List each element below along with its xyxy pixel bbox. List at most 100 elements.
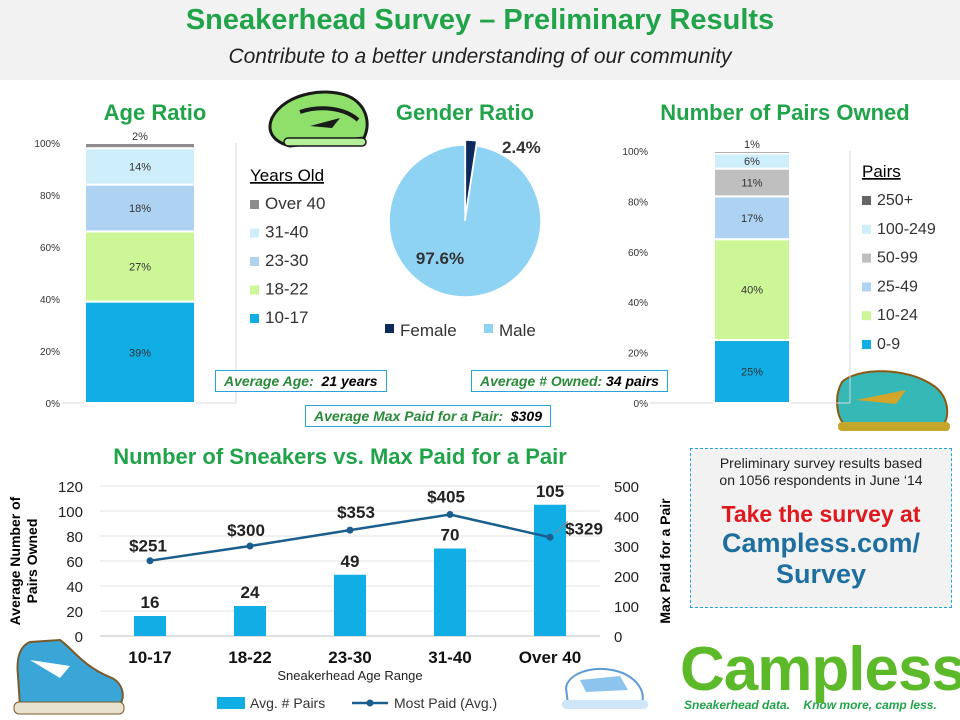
average-max-paid-box: Average Max Paid for a Pair: $309 (305, 405, 552, 427)
combo-line-point (346, 526, 354, 534)
age-y-tick: 20% (40, 347, 60, 358)
header-band (0, 0, 960, 80)
combo-line-label-leader (553, 520, 569, 535)
pairs-legend-item: 25-49 (877, 278, 918, 295)
campless-logo-wordmark: Campless (680, 635, 960, 704)
pairs-legend-swatch (862, 311, 871, 321)
combo-y-tick: 120 (58, 479, 83, 496)
combo-x-tick: 31-40 (428, 648, 471, 667)
age-y-tick: 40% (40, 295, 60, 306)
campless-tagline-2: Know more, camp less. (803, 698, 937, 712)
pairs-segment-label: 40% (741, 285, 763, 297)
combo-line-point (146, 557, 154, 565)
combo-legend-line: Most Paid (Avg.) (394, 695, 497, 711)
pairs-segment-25-49 (713, 195, 791, 241)
combo-y-tick: 80 (66, 529, 83, 546)
sneaker-white-blue-image (562, 668, 648, 709)
average-age-value: 21 years (321, 373, 378, 389)
gender-female-pct: 2.4% (502, 138, 541, 157)
combo-y-axis-label: Average Number ofPairs Owned (7, 496, 40, 625)
combo-y-tick: 60 (66, 554, 83, 571)
pairs-y-tick: 20% (628, 349, 648, 360)
pairs-legend-swatch (862, 196, 871, 205)
combo-legend-bars: Avg. # Pairs (250, 695, 325, 711)
pairs-segment-label: 6% (744, 156, 760, 168)
age-legend-item: 18-22 (265, 280, 308, 299)
average-owned-label: Average # Owned: (480, 373, 603, 389)
combo-line-label: $300 (227, 521, 265, 540)
pairs-owned-title: Number of Pairs Owned (660, 100, 910, 125)
combo-bar-18-22 (234, 606, 266, 636)
combo-y2-tick: 100 (614, 599, 639, 616)
campless-logo: Campless Sneakerhead data. Know more, ca… (680, 635, 960, 720)
combo-chart-title: Number of Sneakers vs. Max Paid for a Pa… (113, 444, 567, 469)
combo-bar-label: 70 (441, 526, 460, 545)
age-legend-item: 31-40 (265, 223, 308, 242)
gender-ratio-title: Gender Ratio (395, 100, 535, 125)
gender-male-pct: 97.6% (416, 249, 464, 268)
average-owned-box: Average # Owned: 34 pairs (471, 370, 668, 392)
pairs-segment-label: 11% (741, 178, 762, 190)
combo-bar-10-17 (134, 616, 166, 636)
combo-x-tick: 23-30 (328, 648, 371, 667)
gender-legend-swatch (484, 324, 493, 333)
pairs-segment-250- (713, 150, 791, 155)
combo-bar-label: 16 (141, 593, 160, 612)
survey-note-line-1: Preliminary survey results based (719, 455, 923, 471)
combo-bar-label: 49 (341, 552, 360, 571)
combo-line-point (546, 533, 554, 541)
combo-y2-tick: 300 (614, 539, 639, 556)
survey-url-line-2[interactable]: Survey (775, 559, 867, 589)
page-title: Sneakerhead Survey – Preliminary Results (185, 4, 775, 36)
survey-note-line-2: on 1056 respondents in June ‘14 (719, 472, 923, 488)
pairs-legend-swatch (862, 224, 871, 234)
age-y-tick: 100% (34, 139, 60, 150)
pairs-legend-item: 100-249 (877, 221, 936, 238)
age-segment-18-22 (84, 230, 196, 303)
survey-info-box: Preliminary survey results based on 1056… (690, 448, 952, 608)
pairs-legend-title: Pairs (862, 162, 901, 181)
combo-x-tick: 10-17 (128, 648, 171, 667)
combo-bar-31-40 (434, 548, 466, 636)
combo-x-tick: 18-22 (228, 648, 271, 667)
age-ratio-title: Age Ratio (103, 100, 207, 125)
age-segment-over-40 (84, 142, 196, 150)
combo-line-label: $353 (337, 503, 375, 522)
combo-y-tick: 40 (66, 579, 83, 596)
average-owned-value: 34 pairs (606, 373, 659, 389)
gender-legend-female: Female (400, 321, 457, 340)
age-legend-swatch (250, 285, 259, 295)
age-legend-swatch (250, 228, 259, 238)
pairs-legend-swatch (862, 253, 871, 263)
pairs-legend-item: 0-9 (877, 336, 900, 353)
age-legend-item: 10-17 (265, 308, 308, 327)
pairs-y-tick: 100% (622, 147, 648, 158)
combo-y-tick: 20 (66, 604, 83, 621)
combo-line-label: $251 (129, 537, 167, 556)
combo-chart: 0 20 40 60 80 100 120 0 100 200 300 400 500 Average N… (7, 479, 673, 715)
age-y-tick: 60% (40, 243, 60, 254)
age-segment-10-17 (84, 300, 196, 405)
pairs-legend-swatch (862, 282, 871, 292)
age-y-tick: 80% (40, 191, 60, 202)
combo-y-tick: 0 (75, 629, 83, 646)
survey-url-line-1[interactable]: Campless.com/ (721, 528, 921, 558)
combo-line-point (246, 542, 254, 550)
age-segment-label: 18% (129, 203, 151, 215)
combo-legend-bar-swatch (217, 697, 245, 709)
age-legend-item: 23-30 (265, 251, 308, 270)
age-legend-swatch (250, 257, 259, 266)
pairs-legend-item: 10-24 (877, 307, 918, 324)
pairs-segment-50-99 (713, 167, 791, 198)
sneaker-blazer-image (13, 638, 125, 715)
age-segment-label: 39% (129, 347, 151, 359)
pairs-segment-10-24 (713, 238, 791, 341)
pairs-y-tick: 40% (628, 298, 648, 309)
survey-cta: Take the survey at (721, 501, 921, 527)
top-charts: 0% 20% 40% 60% 80% 100% 39% 27% 18% 14% 2% Years O… (34, 90, 950, 431)
combo-y2-tick: 200 (614, 569, 639, 586)
pairs-y-tick: 60% (628, 248, 648, 259)
pairs-legend-item: 50-99 (877, 250, 918, 267)
pairs-segment-label: 17% (741, 213, 763, 225)
combo-y2-tick: 0 (614, 629, 622, 646)
